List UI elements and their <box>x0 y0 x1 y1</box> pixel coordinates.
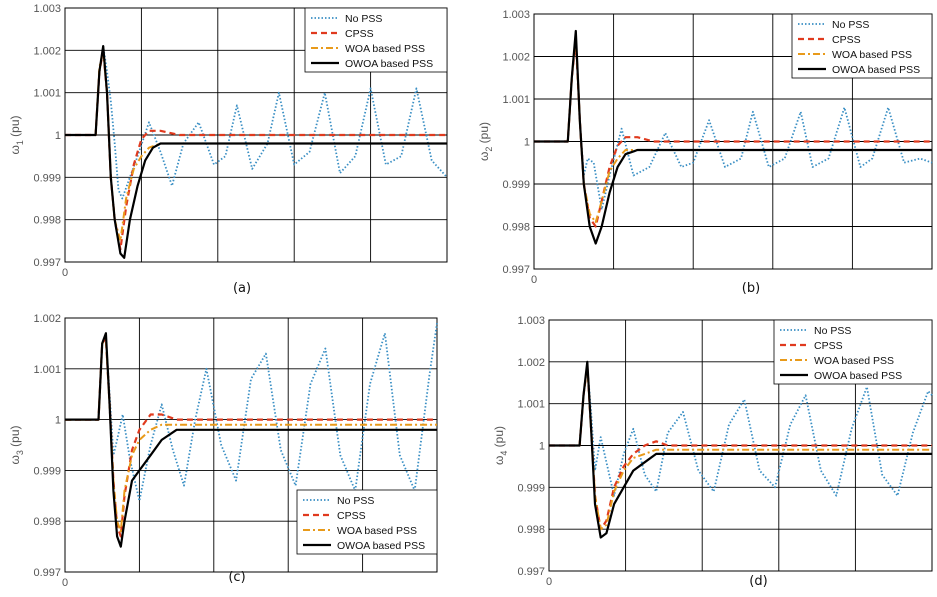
legend-label: OWOA based PSS <box>345 58 433 70</box>
y-tick-label: 0.997 <box>502 264 530 276</box>
panel-caption: (b) <box>742 281 760 296</box>
panel-caption: (d) <box>749 574 767 589</box>
legend-label: WOA based PSS <box>345 43 425 55</box>
x-tick-label: 0 <box>531 274 537 286</box>
legend-label: OWOA based PSS <box>814 370 902 382</box>
y-tick-label: 1.002 <box>517 357 545 369</box>
y-tick-label: 0.997 <box>33 257 61 269</box>
legend-label: No PSS <box>814 325 851 337</box>
legend-label: No PSS <box>345 13 382 25</box>
y-tick-label: 1.001 <box>33 364 61 376</box>
y-tick-label: 1 <box>524 137 530 149</box>
y-tick-label: 0.999 <box>502 179 530 191</box>
legend-label: OWOA based PSS <box>337 540 425 552</box>
y-tick-label: 1.001 <box>33 88 61 100</box>
x-tick-label: 0 <box>62 267 68 279</box>
y-tick-label: 0.998 <box>502 222 530 234</box>
panel-caption: (a) <box>233 281 251 296</box>
y-tick-label: 1 <box>55 130 61 142</box>
y-axis-label: ω3 (pu) <box>8 425 25 464</box>
panel-d: 1.003 1.002 1.001 1 0.999 0.998 0.997 0 ω4 (pu) N… <box>469 299 937 597</box>
series-line-owoa-based-pss <box>534 29 932 245</box>
legend: No PSS CPSS WOA based PSS OWOA based PSS <box>296 489 438 555</box>
x-tick-label: 0 <box>546 576 552 588</box>
y-tick-label: 1 <box>539 441 545 453</box>
y-tick-label: 0.999 <box>517 482 545 494</box>
panel-b: 1.003 1.002 1.001 1 0.999 0.998 0.997 0 ω2 (pu) N… <box>469 0 937 298</box>
y-tick-label: 0.999 <box>33 465 61 477</box>
legend: No PSS CPSS WOA based PSS OWOA based PSS <box>791 13 933 79</box>
y-axis-label: ω1 (pu) <box>8 115 25 154</box>
legend-label: CPSS <box>814 340 843 352</box>
legend-box <box>791 13 933 79</box>
y-tick-label: 0.998 <box>33 516 61 528</box>
y-axis-label: ω2 (pu) <box>477 122 494 161</box>
y-tick-label: 0.998 <box>33 215 61 227</box>
series-line-no-pss <box>534 38 933 211</box>
series-line-cpss <box>65 337 437 538</box>
plot-frame <box>64 317 438 573</box>
legend: No PSS CPSS WOA based PSS OWOA based PSS <box>304 7 448 73</box>
series-lines <box>549 360 933 539</box>
legend-label: CPSS <box>832 34 861 46</box>
panel-a: 1.003 1.002 1.001 1 0.999 0.998 0.997 0 ω1 (pu) N… <box>0 0 468 298</box>
series-line-woa-based-pss <box>65 49 447 242</box>
y-tick-label: 1.001 <box>502 94 530 106</box>
y-tick-label: 1 <box>55 415 61 427</box>
series-lines <box>65 44 448 259</box>
series-line-owoa-based-pss <box>65 44 447 259</box>
y-tick-label: 1.003 <box>33 3 61 15</box>
series-line-cpss <box>65 49 447 251</box>
series-lines <box>65 322 438 548</box>
series-line-owoa-based-pss <box>65 332 437 548</box>
series-line-woa-based-pss <box>549 365 932 531</box>
panel-c: 1.002 1.001 1 0.999 0.998 0.997 0 ω3 (pu) No PSS… <box>0 299 468 597</box>
y-tick-label: 1.002 <box>33 45 61 57</box>
series-line-no-pss <box>65 322 438 502</box>
legend-label: OWOA based PSS <box>832 64 920 76</box>
legend-label: WOA based PSS <box>337 525 417 537</box>
y-tick-label: 1.002 <box>502 52 530 64</box>
legend-box <box>773 319 933 385</box>
y-tick-label: 1.003 <box>517 315 545 327</box>
legend-label: No PSS <box>337 495 374 507</box>
y-tick-label: 1.001 <box>517 399 545 411</box>
legend-label: No PSS <box>832 19 869 31</box>
legend-box <box>296 489 438 555</box>
legend-label: WOA based PSS <box>814 355 894 367</box>
y-tick-label: 0.997 <box>33 567 61 579</box>
y-tick-label: 1.002 <box>33 313 61 325</box>
series-line-cpss <box>549 364 932 531</box>
y-tick-label: 1.003 <box>502 9 530 21</box>
y-tick-label: 0.997 <box>517 566 545 578</box>
legend: No PSS CPSS WOA based PSS OWOA based PSS <box>773 319 933 385</box>
legend-label: WOA based PSS <box>832 49 912 61</box>
series-line-no-pss <box>65 45 448 200</box>
series-line-no-pss <box>549 365 933 497</box>
y-axis-label: ω4 (pu) <box>492 426 509 465</box>
y-tick-label: 0.999 <box>33 172 61 184</box>
x-tick-label: 0 <box>62 577 68 589</box>
panel-caption: (c) <box>228 570 245 585</box>
series-line-owoa-based-pss <box>549 360 932 539</box>
y-tick-label: 0.998 <box>517 524 545 536</box>
series-lines <box>534 29 933 245</box>
legend-label: CPSS <box>345 28 374 40</box>
legend-label: CPSS <box>337 510 366 522</box>
